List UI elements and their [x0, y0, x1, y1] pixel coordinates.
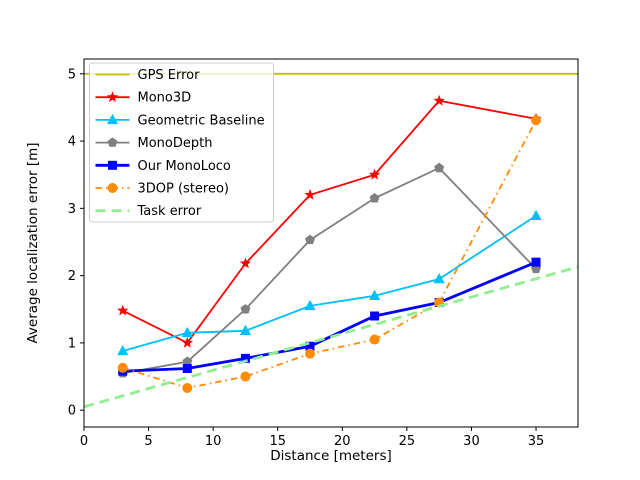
- legend-label-monodepth: MonoDepth: [138, 136, 213, 151]
- legend-item-3dop-stereo: 3DOP (stereo): [95, 182, 230, 197]
- legend-label-geometric-baseline: Geometric Baseline: [138, 113, 265, 128]
- mono3d-marker-3: [304, 188, 316, 200]
- legend-label-our-monoloco: Our MonoLoco: [138, 159, 231, 174]
- legend-item-our-monoloco: Our MonoLoco: [95, 159, 231, 174]
- mono3d-marker-2: [239, 257, 252, 269]
- x-tick-label-5: 5: [144, 434, 152, 449]
- series-3dop-stereo: [117, 115, 542, 393]
- y-tick-label-4: 4: [68, 135, 76, 150]
- geometric-baseline-marker-1: [181, 326, 193, 338]
- 3dop-stereo-marker-0: [117, 362, 128, 373]
- plot-frame: [83, 58, 579, 428]
- mono3d-marker-5: [433, 94, 445, 106]
- legend-marker-monodepth: [107, 137, 118, 147]
- monodepth-marker-1: [182, 356, 193, 366]
- series-geometric-baseline: [117, 209, 542, 356]
- mono3d-marker-1: [181, 336, 194, 348]
- y-tick-label-0: 0: [68, 404, 76, 419]
- monodepth-marker-5: [434, 162, 445, 173]
- geometric-baseline-marker-2: [239, 324, 252, 335]
- legend-label-task-error: Task error: [137, 204, 202, 219]
- mono3d-marker-0: [117, 304, 129, 316]
- x-axis-label: Distance [meters]: [270, 448, 392, 464]
- monodepth-marker-4: [369, 193, 380, 203]
- legend-item-geometric-baseline: Geometric Baseline: [95, 113, 265, 128]
- 3dop-stereo-marker-4: [369, 334, 380, 345]
- x-tick-label-35: 35: [528, 434, 545, 449]
- x-tick-label-20: 20: [334, 434, 351, 449]
- geometric-baseline-marker-4: [368, 289, 381, 301]
- x-tick-label-30: 30: [463, 434, 480, 449]
- y-tick-label-2: 2: [68, 269, 76, 284]
- our-monoloco-marker-4: [370, 311, 380, 321]
- y-tick-label-1: 1: [68, 336, 76, 351]
- x-tick-label-0: 0: [80, 434, 88, 449]
- monodepth-marker-2: [240, 304, 251, 314]
- y-tick-label-5: 5: [68, 67, 76, 82]
- legend-label-3dop-stereo: 3DOP (stereo): [138, 182, 230, 197]
- 3dop-stereo-marker-1: [182, 382, 193, 393]
- axis-ticks: 0 5 10 15 20 25 30 35 0 1 2 3 4 5: [68, 67, 545, 449]
- geometric-baseline-marker-3: [304, 299, 316, 311]
- legend-label-mono3d: Mono3D: [138, 91, 192, 106]
- legend-marker-geometric-baseline: [106, 113, 119, 125]
- geometric-baseline-marker-0: [117, 344, 129, 356]
- 3dop-stereo-marker-3: [305, 348, 316, 359]
- geometric-baseline-marker-6: [530, 209, 542, 220]
- 3dop-stereo-marker-2: [240, 371, 251, 382]
- 3dop-stereo-marker-6: [531, 115, 542, 126]
- series-monodepth: [117, 162, 541, 378]
- legend: GPS Error Mono3D Geometric Baseline MonoDep…: [89, 62, 274, 223]
- data-series-group: [84, 72, 578, 409]
- legend-marker-mono3d: [106, 91, 119, 103]
- y-tick-label-3: 3: [68, 202, 76, 217]
- task-error-line: [84, 265, 578, 409]
- legend-item-mono3d: Mono3D: [95, 91, 192, 106]
- geometric-baseline-marker-5: [433, 272, 445, 284]
- mono3d-marker-4: [368, 168, 381, 180]
- legend-item-monodepth: MonoDepth: [95, 136, 213, 151]
- legend-marker-3dop-stereo: [107, 183, 118, 193]
- monodepth-marker-3: [305, 234, 315, 245]
- legend-item-task-error: Task error: [95, 204, 202, 219]
- legend-box: [89, 62, 274, 223]
- our-monoloco-marker-1: [182, 363, 192, 373]
- legend-item-gps-error: GPS Error: [95, 68, 201, 83]
- our-monoloco-marker-6: [531, 257, 541, 267]
- legend-label-gps-error: GPS Error: [138, 68, 201, 83]
- legend-marker-our-monoloco: [108, 160, 117, 170]
- x-tick-label-25: 25: [399, 434, 416, 449]
- y-axis-label: Average localization error [m]: [25, 142, 41, 343]
- x-tick-label-10: 10: [205, 434, 222, 449]
- x-tick-label-15: 15: [269, 434, 286, 449]
- series-task-error: [84, 265, 578, 409]
